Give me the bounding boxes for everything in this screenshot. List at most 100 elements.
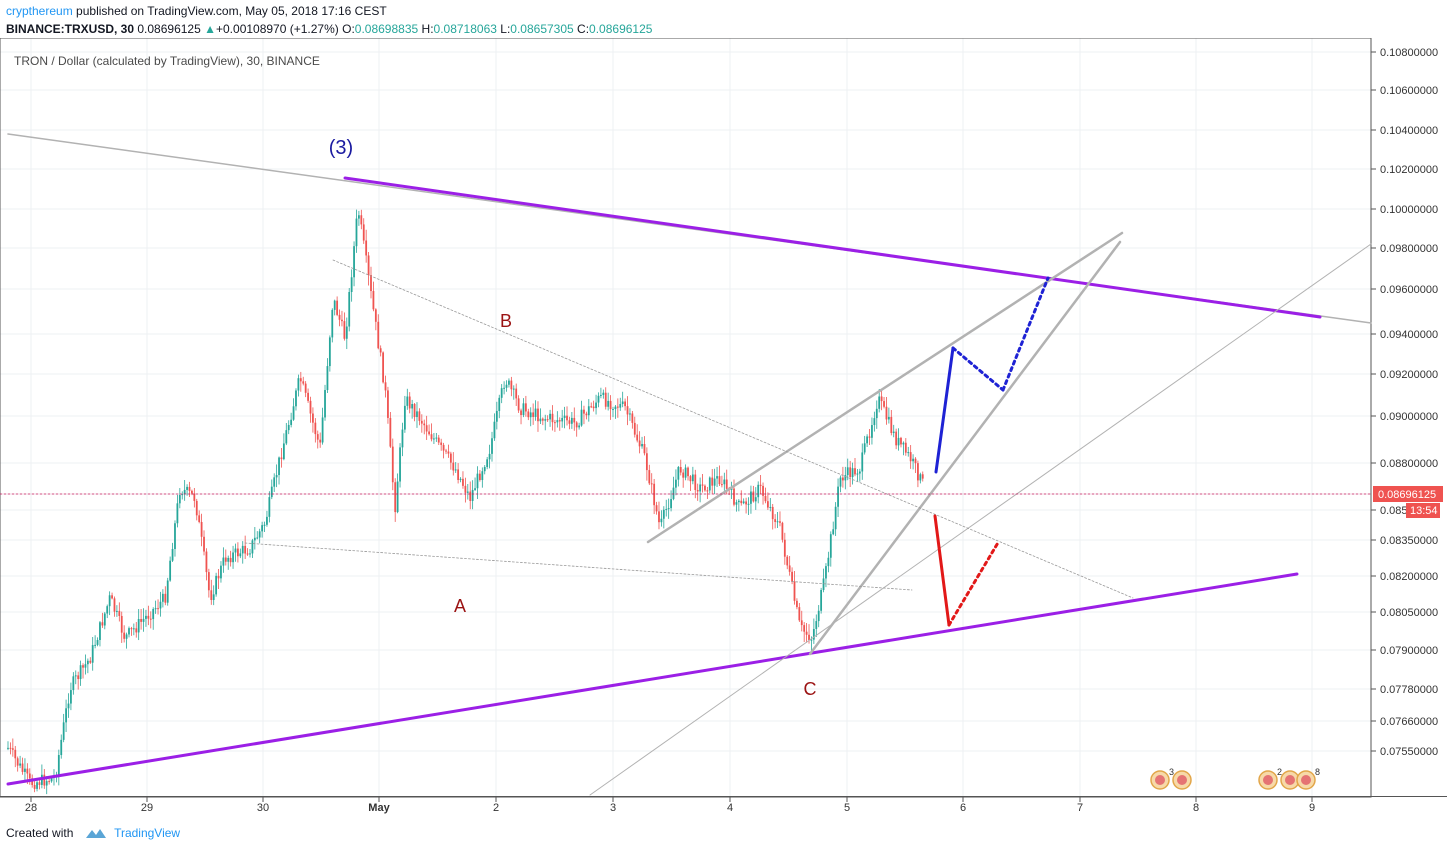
candle-body <box>154 608 157 610</box>
candle-body <box>462 478 464 486</box>
candle-body <box>331 309 334 338</box>
candle-body <box>597 395 600 403</box>
candle-body <box>546 419 549 421</box>
candle-body <box>607 400 610 407</box>
candle-body <box>96 640 99 645</box>
candle-body <box>239 553 242 557</box>
y-tick-label: 0.08050000 <box>1380 607 1438 619</box>
candle-body <box>469 491 472 501</box>
candle-body <box>776 521 779 523</box>
candle-body <box>575 422 578 428</box>
candle-body <box>885 406 888 420</box>
candle-body <box>428 431 430 435</box>
candle-body <box>583 409 585 414</box>
upper-channel-line <box>343 176 1322 319</box>
candle-body <box>679 467 682 473</box>
tradingview-link[interactable]: TradingView <box>114 826 181 840</box>
candle-body <box>808 634 810 641</box>
candle-body <box>67 703 70 709</box>
candle-body <box>57 755 60 776</box>
candle-body <box>207 572 210 591</box>
candle-body <box>585 413 588 416</box>
candle-body <box>534 408 537 417</box>
candle-body <box>769 506 772 508</box>
candle-body <box>212 594 215 601</box>
candle-body <box>723 479 726 485</box>
wave-label: B <box>500 311 512 331</box>
candle-body <box>517 398 520 411</box>
candle-body <box>779 521 781 523</box>
time-axis[interactable]: 28 29 30 May 2 3 4 5 6 7 8 9 <box>25 797 1315 814</box>
candle-body <box>149 618 152 620</box>
candle-body <box>321 417 324 443</box>
candle-body <box>457 469 460 480</box>
wedge-upper-line <box>646 231 1124 544</box>
candle-body <box>527 411 530 418</box>
candle-body <box>851 468 854 478</box>
candle-body <box>684 467 687 478</box>
candle-body <box>338 314 341 320</box>
candle-body <box>691 474 694 482</box>
candle-body <box>735 502 738 505</box>
author-link[interactable]: crypthereum <box>6 4 73 18</box>
candle-body <box>699 484 702 492</box>
candle-body <box>754 497 757 502</box>
wave-label: (3) <box>329 137 353 159</box>
candle-body <box>435 437 438 439</box>
candle-body <box>183 489 186 495</box>
wave-label: A <box>454 596 466 616</box>
candle-body <box>815 621 818 629</box>
candle-body <box>181 494 184 496</box>
candle-body <box>541 418 544 421</box>
y-tick-label: 0.07660000 <box>1380 716 1438 728</box>
open-value: 0.08698835 <box>354 22 419 36</box>
candle-body <box>677 467 680 480</box>
candle-body <box>186 486 188 490</box>
candle-body <box>287 424 290 431</box>
ohlc-line: BINANCE:TRXUSD, 30 0.08696125 ▲+0.001089… <box>6 22 652 36</box>
candle-body <box>842 477 844 481</box>
price-axis[interactable]: 0.10800000 0.10600000 0.10400000 0.10200000… <box>1371 47 1443 758</box>
x-tick-label: 9 <box>1309 802 1315 814</box>
candle-body <box>730 488 733 490</box>
event-count: 3 <box>1169 767 1174 777</box>
candle-body <box>817 610 820 622</box>
candle-body <box>326 366 329 391</box>
candle-body <box>914 458 917 464</box>
x-tick-label: 4 <box>727 802 733 814</box>
candle-body <box>246 553 249 555</box>
candle-body <box>336 300 339 315</box>
candle-body <box>382 352 384 383</box>
candle-body <box>442 444 445 451</box>
candle-body <box>188 486 191 491</box>
candle-body <box>653 483 656 506</box>
y-tick-label: 0.08350000 <box>1380 535 1438 547</box>
candle-body <box>379 348 382 353</box>
candle-body <box>725 479 728 489</box>
candle-body <box>747 503 750 505</box>
candle-body <box>757 484 760 498</box>
candle-body <box>101 622 104 626</box>
blue-projection-line <box>934 346 955 474</box>
candle-body <box>524 403 527 412</box>
candle-body <box>14 749 17 759</box>
candle-body <box>403 405 406 430</box>
candle-body <box>856 473 859 475</box>
candle-body <box>377 321 380 349</box>
candle-body <box>658 511 660 523</box>
candle-body <box>549 413 551 420</box>
x-tick-label: May <box>368 802 390 814</box>
candle-body <box>897 437 900 446</box>
x-tick-label: 2 <box>493 802 499 814</box>
price-chart[interactable]: TRON / Dollar (calculated by TradingView… <box>0 38 1447 822</box>
events-layer[interactable]: 3 2 8 <box>1150 767 1320 790</box>
candle-body <box>614 406 617 410</box>
candle-body <box>413 404 416 418</box>
candle-body <box>556 420 559 423</box>
candle-body <box>537 408 539 422</box>
candle-body <box>341 319 343 322</box>
candle-body <box>9 747 12 749</box>
candle-body <box>445 450 447 452</box>
candle-body <box>152 608 155 620</box>
low-label: L: <box>500 22 511 36</box>
